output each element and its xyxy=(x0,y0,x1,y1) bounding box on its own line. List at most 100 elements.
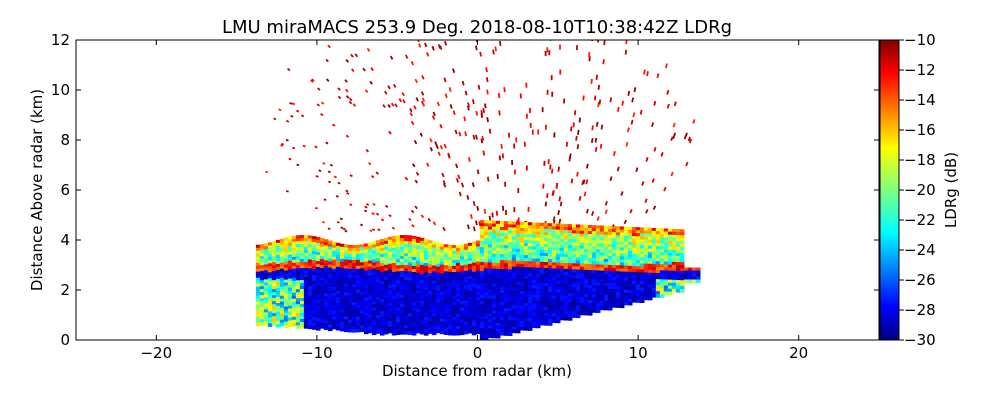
cloud-cell xyxy=(391,295,397,300)
cloud-cell xyxy=(543,256,549,260)
cloud-cell xyxy=(339,321,345,326)
cloud-cell xyxy=(479,256,485,260)
cloud-cell xyxy=(263,291,269,295)
cloud-cell xyxy=(615,262,621,266)
cloud-cell xyxy=(275,317,281,322)
cloud-cell xyxy=(267,251,273,255)
cloud-cell xyxy=(439,321,445,326)
cloud-cell xyxy=(623,229,629,234)
cloud-cell xyxy=(379,250,385,255)
cloud-cell xyxy=(279,241,285,246)
cloud-cell xyxy=(563,226,569,231)
cloud-cell xyxy=(539,228,545,233)
cloud-cell xyxy=(431,319,437,324)
cloud-cell xyxy=(523,237,529,241)
cloud-cell xyxy=(359,313,365,317)
cloud-cell xyxy=(555,241,561,246)
cloud-cell xyxy=(567,248,573,252)
cloud-cell xyxy=(363,303,369,308)
cloud-cell xyxy=(279,247,285,252)
cloud-cell xyxy=(615,292,621,296)
cloud-cell xyxy=(451,319,457,324)
cloud-cell xyxy=(339,294,345,299)
cloud-cell xyxy=(511,296,517,301)
cloud-cell xyxy=(271,277,277,281)
cloud-cell xyxy=(615,286,621,290)
cloud-cell xyxy=(495,286,501,291)
cloud-cell xyxy=(343,280,349,285)
cloud-cell xyxy=(267,308,273,312)
cloud-cell xyxy=(391,325,397,330)
cloud-cell xyxy=(331,277,337,282)
cloud-cell xyxy=(479,229,485,233)
cloud-cell xyxy=(663,276,669,281)
cloud-cell xyxy=(367,293,373,298)
scatter-return xyxy=(443,77,447,83)
cloud-cell xyxy=(563,274,569,279)
cloud-cell xyxy=(295,274,301,278)
cloud-cell xyxy=(451,265,457,270)
cloud-cell xyxy=(615,226,621,230)
cloud-cell xyxy=(419,324,425,329)
cloud-cell xyxy=(411,268,417,273)
cloud-cell xyxy=(291,265,297,270)
cloud-cell xyxy=(595,225,601,229)
cloud-cell xyxy=(447,244,453,249)
cloud-cell xyxy=(679,250,685,254)
cloud-cell xyxy=(275,275,281,280)
cloud-cell xyxy=(459,280,465,285)
cloud-cell xyxy=(367,263,373,268)
cloud-cell xyxy=(355,274,361,279)
cloud-cell xyxy=(479,259,485,263)
cloud-cell xyxy=(603,285,609,290)
scatter-return xyxy=(559,201,563,207)
cloud-cell xyxy=(515,329,521,334)
cloud-cell xyxy=(659,240,665,244)
cloud-cell xyxy=(323,320,329,324)
cloud-cell xyxy=(451,298,457,303)
cloud-cell xyxy=(479,247,485,251)
cloud-cell xyxy=(571,284,577,288)
cloud-cell xyxy=(399,274,405,278)
cloud-cell xyxy=(323,254,329,258)
cloud-cell xyxy=(459,286,465,291)
cloud-cell xyxy=(619,277,625,282)
cloud-cell xyxy=(571,227,577,231)
cloud-cell xyxy=(635,281,641,285)
cloud-cell xyxy=(263,252,269,256)
cloud-cell xyxy=(563,265,569,270)
cloud-cell xyxy=(283,303,289,308)
scatter-return xyxy=(485,67,488,73)
cloud-cell xyxy=(687,270,693,275)
cloud-cell xyxy=(387,266,393,271)
cloud-cell xyxy=(563,277,569,282)
cloud-cell xyxy=(435,257,441,262)
cloud-cell xyxy=(627,289,633,294)
cloud-cell xyxy=(507,254,513,258)
cloud-cell xyxy=(455,268,461,273)
cloud-cell xyxy=(319,313,325,317)
cloud-cell xyxy=(579,230,585,235)
cloud-cell xyxy=(271,322,277,326)
cloud-cell xyxy=(271,244,277,248)
scatter-return xyxy=(665,63,668,69)
cloud-cell xyxy=(403,271,409,275)
cloud-cell xyxy=(411,307,417,312)
cloud-cell xyxy=(571,233,577,237)
scatter-return xyxy=(327,180,332,184)
cloud-cell xyxy=(367,281,373,286)
cloud-cell xyxy=(399,292,405,296)
cloud-cell xyxy=(419,240,425,245)
cloud-cell xyxy=(679,244,685,248)
cloud-cell xyxy=(435,314,441,319)
cloud-cell xyxy=(479,220,485,224)
cloud-cell xyxy=(287,275,293,280)
cloud-cell xyxy=(387,299,393,304)
cloud-cell xyxy=(471,292,477,297)
cloud-cell xyxy=(555,274,561,279)
cloud-cell xyxy=(323,260,329,264)
cloud-cell xyxy=(367,329,373,334)
cloud-cell xyxy=(343,244,349,249)
cloud-cell xyxy=(339,303,345,308)
